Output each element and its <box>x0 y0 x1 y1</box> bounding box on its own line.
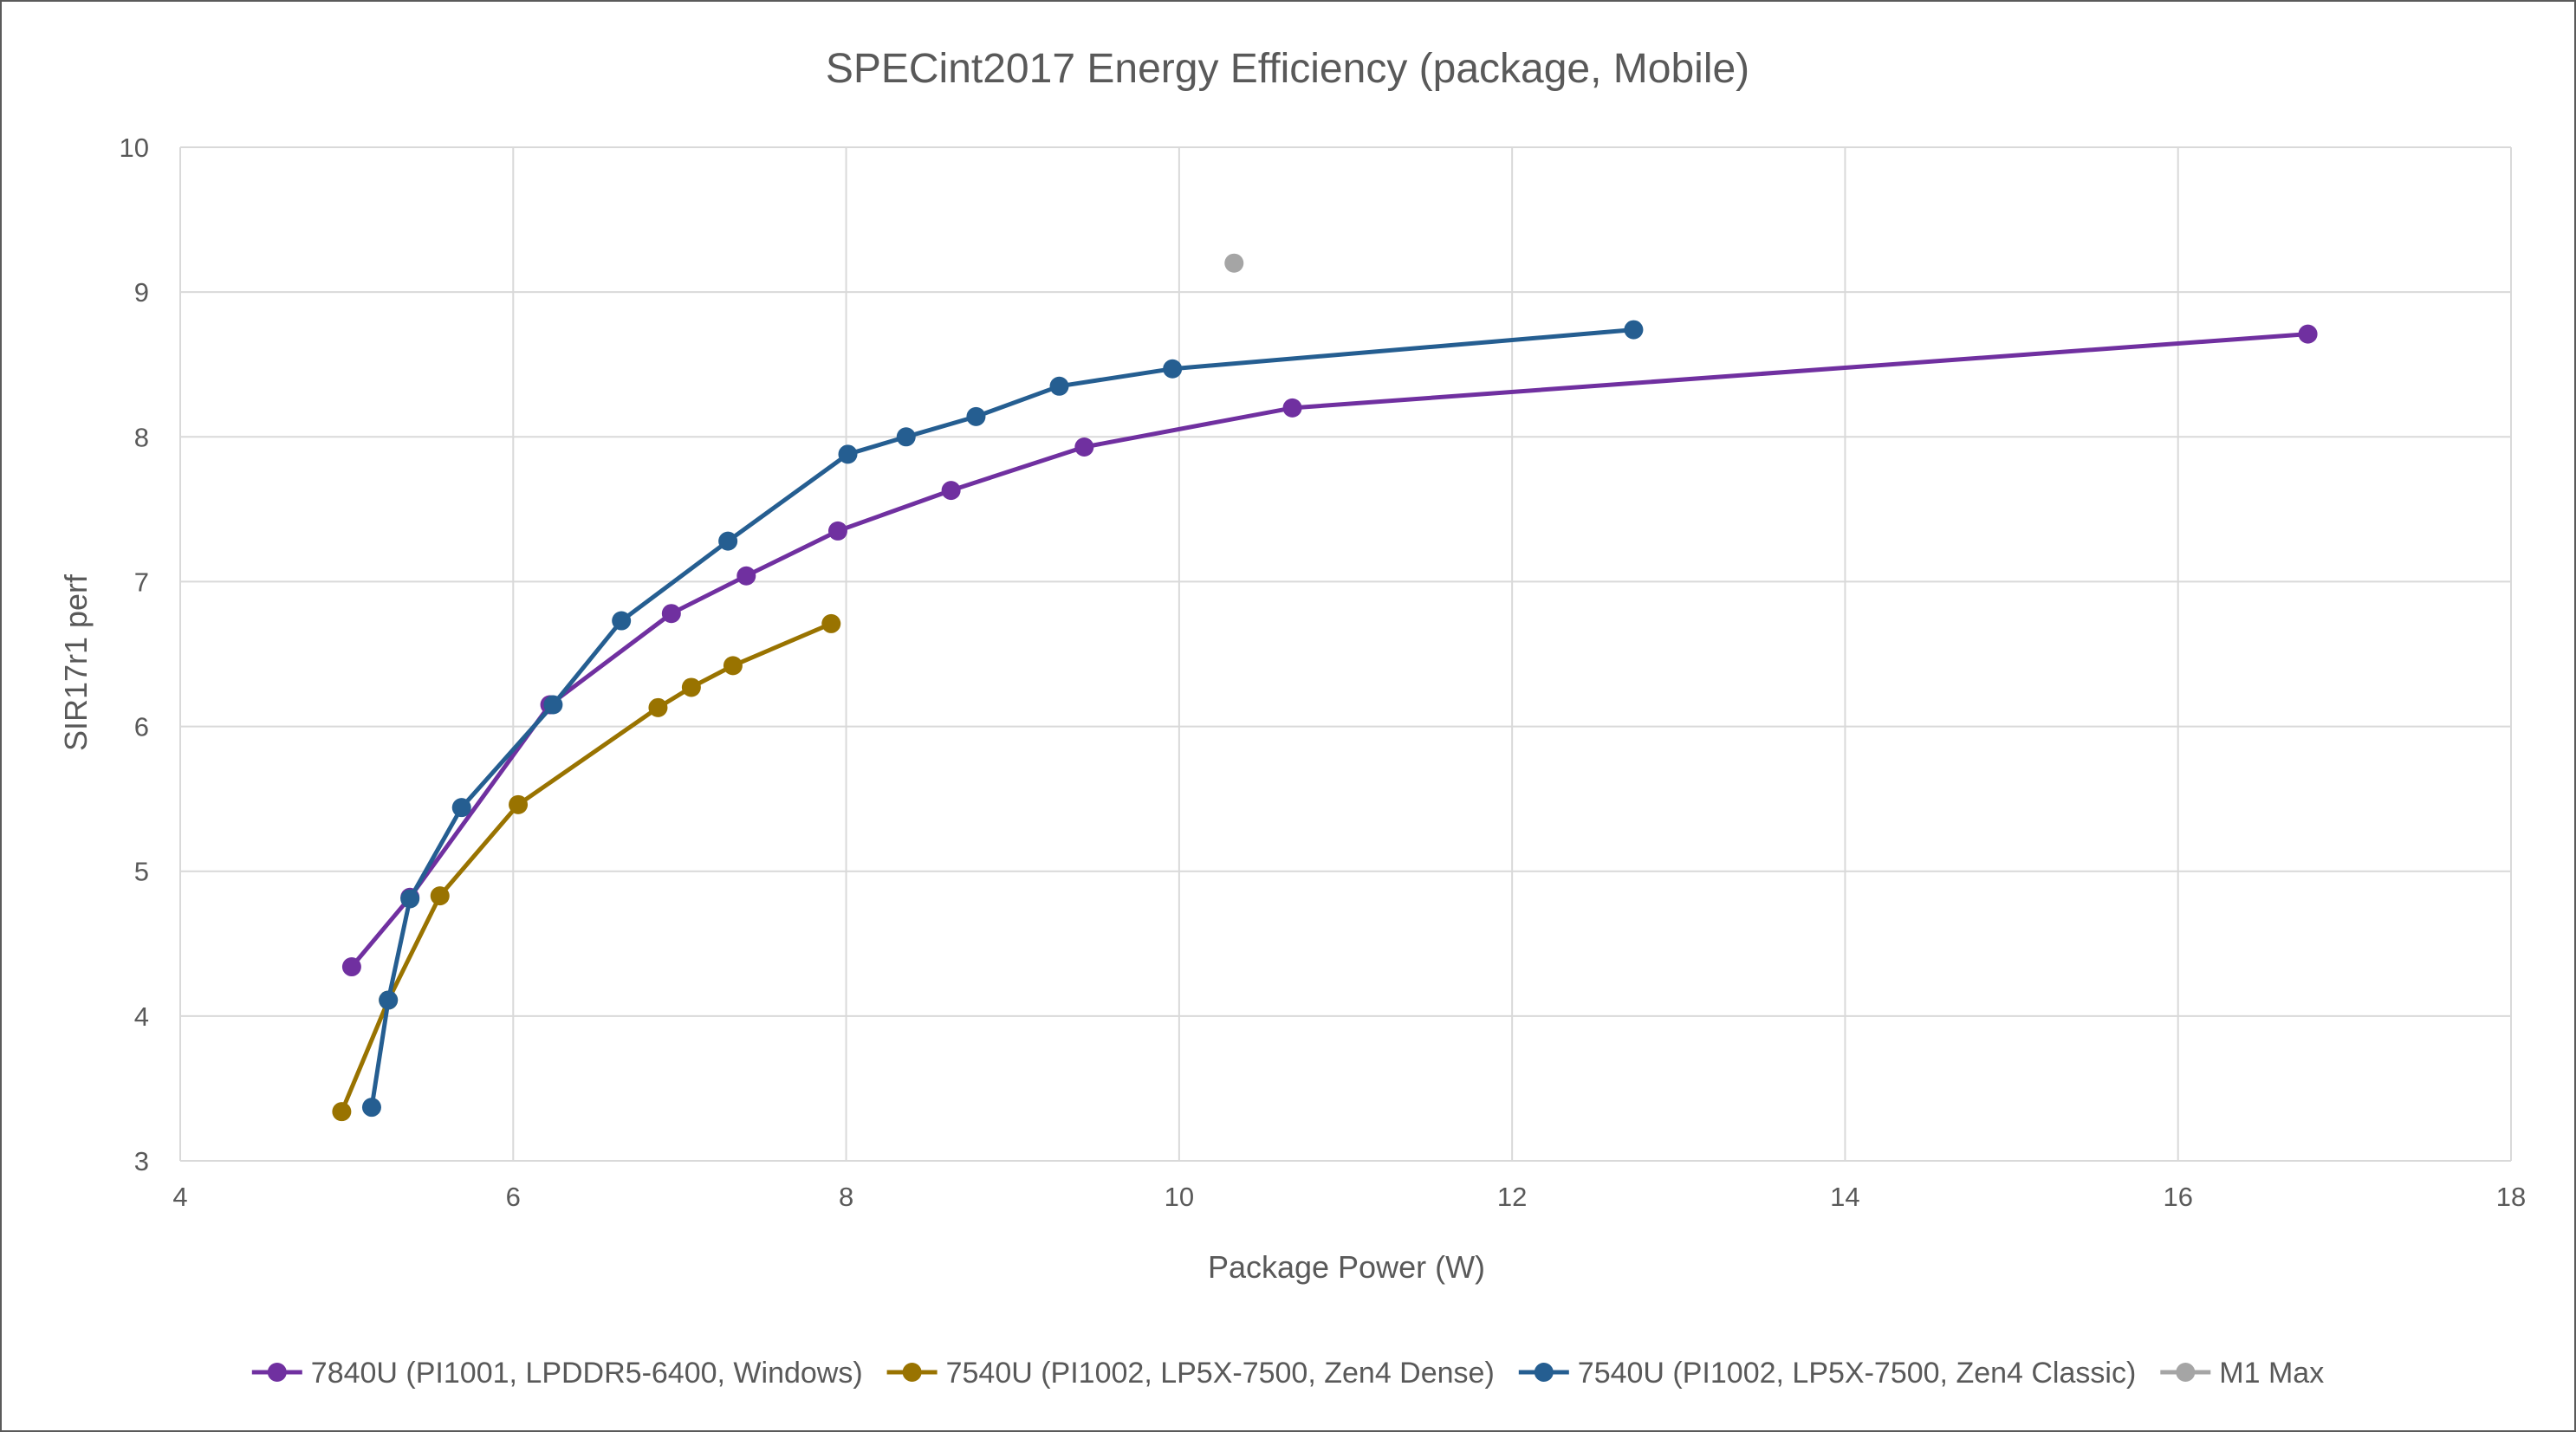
x-tick-label: 4 <box>172 1182 187 1212</box>
data-point <box>1074 437 1094 457</box>
y-tick-labels: 3 4 5 6 7 8 9 10 <box>120 133 149 1176</box>
data-point <box>827 521 847 541</box>
data-point <box>723 656 743 676</box>
x-tick-label: 8 <box>839 1182 853 1212</box>
legend-item-1: 7840U (PI1001, LPDDR5-6400, Windows) <box>251 1357 863 1390</box>
legend-swatch-marker <box>267 1363 287 1382</box>
data-point <box>821 613 841 633</box>
grid-lines <box>179 146 2512 1162</box>
legend-item-3: 7540U (PI1002, LP5X-7500, Zen4 Classic) <box>1518 1357 2136 1390</box>
chart-title: SPECint2017 Energy Efficiency (package, … <box>826 46 1749 92</box>
data-point <box>1282 398 1302 418</box>
y-tick-label: 10 <box>120 133 149 163</box>
data-point <box>379 990 399 1010</box>
data-point <box>736 566 756 586</box>
y-tick-label: 4 <box>134 1001 149 1032</box>
data-point <box>451 798 471 818</box>
series-line <box>369 327 1634 1108</box>
data-point <box>1049 376 1069 396</box>
y-tick-label: 8 <box>134 422 149 452</box>
data-point <box>332 1102 352 1122</box>
series-layer <box>332 253 2318 1122</box>
legend-item-4: M1 Max <box>2160 1357 2324 1390</box>
data-point <box>509 794 529 814</box>
legend-label: 7540U (PI1002, LP5X-7500, Zen4 Classic) <box>1578 1357 2136 1390</box>
legend-swatch-marker <box>2176 1363 2196 1382</box>
data-point <box>341 957 361 977</box>
data-point <box>941 481 961 501</box>
data-point <box>400 889 420 909</box>
y-tick-label: 5 <box>134 857 149 887</box>
x-tick-labels: 4 6 8 10 12 14 16 18 <box>172 1182 2526 1212</box>
legend-swatch-marker <box>902 1363 922 1382</box>
data-point <box>1224 253 1244 273</box>
y-tick-label: 6 <box>134 712 149 742</box>
series-4 <box>1224 253 1244 273</box>
data-point <box>430 886 450 906</box>
legend-label: 7540U (PI1002, LP5X-7500, Zen4 Dense) <box>946 1357 1495 1390</box>
x-tick-label: 18 <box>2496 1182 2526 1212</box>
y-axis-label: SIR17r1 perf <box>58 573 94 751</box>
series-1 <box>341 324 2318 977</box>
series-line <box>340 621 833 1113</box>
data-point <box>681 677 701 697</box>
x-axis-label: Package Power (W) <box>1208 1249 1485 1285</box>
data-point <box>896 427 916 447</box>
legend-label: M1 Max <box>2219 1357 2324 1390</box>
series-3 <box>361 320 1644 1118</box>
x-tick-label: 10 <box>1165 1182 1194 1212</box>
legend-swatch-marker <box>1534 1363 1554 1382</box>
legend: 7840U (PI1001, LPDDR5-6400, Windows) 7540… <box>251 1357 2324 1390</box>
data-point <box>1624 320 1644 340</box>
data-point <box>1163 359 1183 379</box>
y-tick-label: 7 <box>134 567 149 597</box>
data-point <box>361 1098 381 1118</box>
data-point <box>543 695 563 715</box>
data-point <box>718 531 738 551</box>
legend-label: 7840U (PI1001, LPDDR5-6400, Windows) <box>311 1357 863 1390</box>
x-tick-label: 12 <box>1497 1182 1527 1212</box>
series-2 <box>332 613 841 1122</box>
y-tick-label: 9 <box>134 277 149 308</box>
legend-item-2: 7540U (PI1002, LP5X-7500, Zen4 Dense) <box>886 1357 1495 1390</box>
data-point <box>838 444 858 464</box>
data-point <box>966 406 986 426</box>
x-tick-label: 16 <box>2163 1182 2192 1212</box>
x-tick-label: 6 <box>506 1182 521 1212</box>
x-tick-label: 14 <box>1830 1182 1859 1212</box>
y-tick-label: 3 <box>134 1146 149 1176</box>
data-point <box>661 604 681 624</box>
data-point <box>2298 324 2318 344</box>
data-point <box>612 611 632 631</box>
series-line <box>349 332 2308 969</box>
data-point <box>648 697 668 717</box>
